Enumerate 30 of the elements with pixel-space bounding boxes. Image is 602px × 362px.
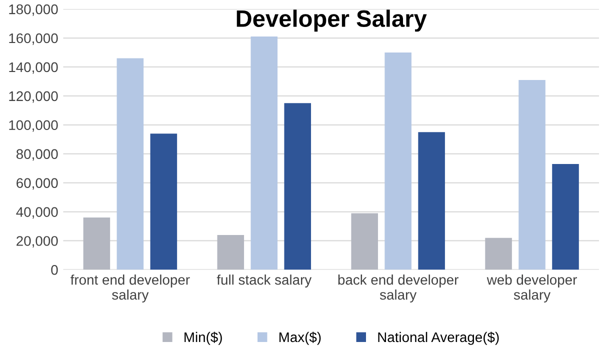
bar — [418, 132, 445, 270]
y-tick-label: 140,000 — [9, 62, 58, 74]
y-tick-label: 20,000 — [16, 236, 58, 248]
x-tick-label: full stack salary — [216, 274, 312, 288]
bar — [384, 52, 412, 270]
bar — [552, 164, 579, 270]
y-tick-label: 0 — [51, 265, 58, 275]
y-tick-label: 180,000 — [9, 4, 58, 16]
bar — [250, 36, 278, 270]
y-tick-label: 40,000 — [16, 207, 58, 219]
y-tick-label: 80,000 — [16, 149, 58, 161]
y-tick-label: 160,000 — [9, 33, 58, 45]
x-tick-label: back end developer salary — [338, 274, 458, 302]
bar — [284, 103, 312, 270]
y-tick-label: 100,000 — [9, 120, 58, 132]
bar — [351, 213, 378, 270]
x-tick-label: web developer salary — [486, 274, 577, 302]
bar — [217, 234, 244, 270]
bar — [485, 238, 512, 270]
x-tick-label: front end developer salary — [70, 274, 190, 302]
legend-label: Max($) — [279, 332, 321, 345]
bar — [116, 58, 144, 270]
bar — [150, 134, 178, 270]
chart-title: Developer Salary — [236, 10, 427, 32]
legend-label: Min($) — [184, 332, 222, 345]
bar — [83, 218, 110, 270]
legend-label: National Average($) — [378, 332, 499, 345]
y-tick-label: 60,000 — [16, 178, 58, 190]
bar — [518, 80, 546, 270]
y-tick-label: 120,000 — [9, 91, 58, 103]
